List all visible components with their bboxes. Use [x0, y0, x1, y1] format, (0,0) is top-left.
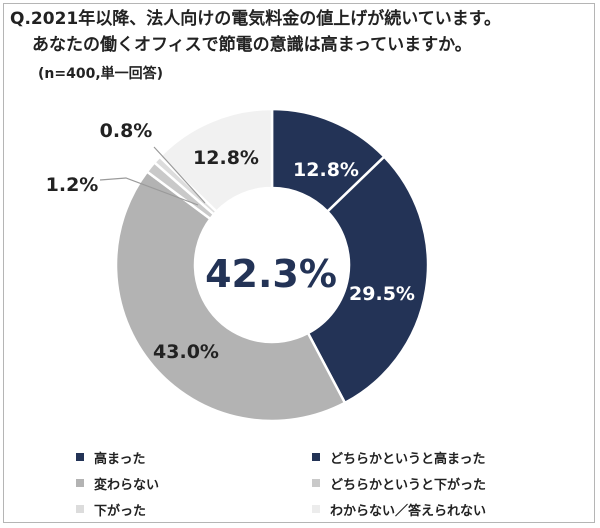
leader-line [99, 177, 199, 206]
legend-item: どちらかというと高まった [312, 446, 562, 468]
legend-item: 高まった [76, 446, 312, 468]
donut-slice [157, 107, 274, 214]
leader-line [153, 146, 206, 204]
legend-item: 変わらない [76, 472, 312, 494]
question-text: Q.2021年以降、法人向けの電気料金の値上げが続いています。 あなたの働くオフ… [10, 6, 590, 58]
legend-swatch [76, 479, 84, 487]
slice-value-label: 0.8% [100, 120, 153, 142]
donut-slice [306, 154, 430, 405]
slice-value-label: 12.8% [193, 147, 259, 169]
donut-slice [114, 169, 347, 423]
slice-value-label: 12.8% [293, 159, 359, 181]
slice-labels: 12.8% 29.5% 43.0% 1.2% 0.8% 12.8% [46, 120, 415, 363]
legend-swatch [76, 453, 84, 461]
legend-label: 高まった [94, 451, 146, 467]
figure-frame [3, 3, 595, 523]
slice-value-label: 1.2% [46, 174, 99, 196]
leader-lines [99, 146, 206, 206]
legend-swatch [312, 505, 320, 513]
legend-label: 下がった [94, 503, 147, 519]
legend-label: どちらかというと高まった [330, 451, 486, 467]
center-total-label: 42.3% [205, 252, 337, 296]
legend-label: どちらかというと下がった [330, 477, 487, 493]
donut-slices [114, 107, 430, 423]
legend-item: 下がった [76, 498, 312, 520]
question-line-2: あなたの働くオフィスで節電の意識は高まっていますか。 [32, 35, 472, 55]
chart-legend: 高まった どちらかというと高まった 変わらない どちらかというと下がった 下がっ… [76, 446, 576, 520]
legend-swatch [76, 505, 84, 513]
legend-label: 変わらない [94, 477, 160, 493]
legend-swatch [312, 453, 320, 461]
sample-size-note: (n=400,単一回答) [38, 66, 164, 82]
question-line-1: Q.2021年以降、法人向けの電気料金の値上げが続いています。 [10, 9, 502, 29]
legend-item: わからない／答えられない [312, 498, 562, 520]
legend-swatch [312, 479, 320, 487]
legend-label: わからない／答えられない [330, 503, 487, 519]
slice-value-label: 29.5% [349, 283, 415, 305]
legend-item: どちらかというと下がった [312, 472, 562, 494]
slice-value-label: 43.0% [153, 341, 219, 363]
